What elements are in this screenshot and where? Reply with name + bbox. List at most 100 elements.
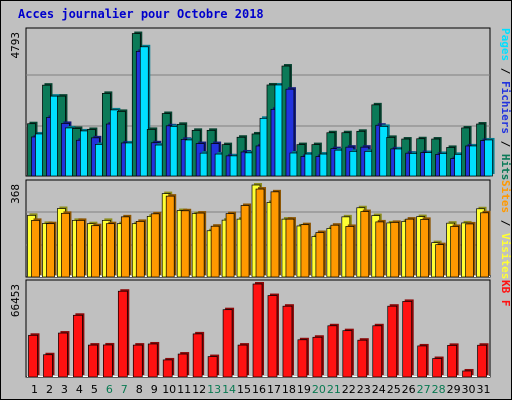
bar-sites-20-face [315,232,325,278]
bar-sites-30 [465,221,476,278]
bar-kb-f-4-face [73,314,83,378]
bar-kb-f-1-face [28,334,38,378]
bar-sites-15-face [240,205,250,278]
bar-kb-f-14 [222,307,235,378]
x-tick-label-21: 21 [327,383,341,396]
right-legend-kbytes: KB F [499,280,512,307]
bar-kb-f-31 [477,343,489,378]
bar-kb-f-12-face [192,333,203,378]
x-tick-label-29: 29 [447,383,461,396]
bar-sites-20 [315,230,326,278]
bar-sites-26-face [405,218,415,278]
bar-kb-f-2-face [43,354,53,378]
bar-pages-8 [139,44,151,177]
bar-kb-f-9 [147,341,160,378]
bar-sites-11 [180,208,192,278]
bar-kb-f-21-face [327,325,338,378]
bar-sites-19 [300,222,311,278]
bar-kb-f-30-face [462,370,472,378]
bar-kb-f-25 [387,304,399,378]
x-tick-label-25: 25 [387,383,401,396]
x-tick-label-28: 28 [432,383,446,396]
x-tick-label-30: 30 [462,383,476,396]
legend-separator: / [499,213,512,233]
bar-sites-17 [270,189,281,278]
bar-sites-21-face [330,224,340,278]
bar-sites-27 [420,217,431,278]
bar-sites-16-face [255,188,265,278]
x-tick-label-11: 11 [177,383,191,396]
bar-sites-16 [255,187,267,278]
ymax-label: 66453 [9,284,22,317]
bar-sites-7-face [120,216,130,278]
x-tick-label-18: 18 [282,383,296,396]
bar-kb-f-23 [357,338,369,378]
legend-visites: Visites [499,233,512,279]
bar-kb-f-18-face [282,305,293,378]
bar-sites-21 [330,223,341,278]
bar-sites-14 [225,211,237,278]
bar-sites-9-face [150,213,160,278]
x-tick-label-8: 8 [136,383,143,396]
x-tick-label-4: 4 [76,383,83,396]
bar-sites-24-face [375,221,385,278]
bar-sites-13-face [210,225,220,278]
x-tick-label-10: 10 [162,383,176,396]
bar-kb-f-1 [28,333,40,378]
bar-kb-f-22-face [342,330,353,378]
bar-sites-29-face [450,226,459,278]
bar-kb-f-6 [102,342,115,378]
bar-kb-f-4 [73,313,85,378]
bar-kb-f-10-face [162,359,173,378]
x-tick-label-7: 7 [121,383,128,396]
bar-sites-10 [165,194,177,278]
bar-sites-31-face [480,212,489,278]
bar-kb-f-21 [327,323,339,378]
bar-kb-f-19-face [297,339,308,378]
bar-kb-f-13-face [207,356,218,378]
bar-sites-12-face [195,212,205,278]
bar-sites-18 [285,217,296,278]
bar-kb-f-5 [88,343,100,378]
x-tick-label-14: 14 [222,383,236,396]
bar-sites-19-face [300,224,310,278]
bar-kb-f-11-face [177,353,188,378]
bar-sites-26 [405,217,416,278]
bar-kb-f-10 [162,357,175,378]
bar-kb-f-24-face [372,325,383,378]
bar-sites-1 [31,218,42,278]
bar-kb-f-8 [132,343,145,378]
x-tick-label-2: 2 [46,383,53,396]
x-tick-label-16: 16 [252,383,266,396]
x-tick-label-20: 20 [312,383,326,396]
bar-sites-28 [435,242,446,278]
bar-sites-27-face [420,219,430,278]
bar-sites-24 [375,219,386,278]
bar-sites-4-face [76,220,85,278]
bar-sites-3-face [61,212,70,278]
right-legend-visits-sites: Sites / Visites [499,180,512,279]
bar-sites-29 [450,224,461,278]
bar-kb-f-24 [372,323,384,378]
x-tick-label-17: 17 [267,383,281,396]
bar-kb-f-29-face [447,345,457,378]
bar-sites-31 [480,210,491,278]
bar-kb-f-3-face [58,332,68,378]
bar-kb-f-18 [282,304,294,378]
bar-sites-22-face [345,226,355,278]
legend-sites: Sites [499,180,512,213]
bar-sites-5 [91,223,102,278]
bar-sites-10-face [165,195,175,278]
bar-sites-6-face [105,223,115,278]
bar-kb-f-8-face [132,344,143,378]
bar-kb-f-23-face [357,339,368,378]
chart-title: Acces journalier pour Octobre 2018 [18,7,264,21]
bar-sites-11-face [180,210,190,278]
x-tick-label-26: 26 [402,383,416,396]
legend-fichiers: Fichiers [499,81,512,134]
x-tick-label-15: 15 [237,383,251,396]
bar-sites-18-face [285,218,295,278]
x-tick-label-23: 23 [357,383,371,396]
x-tick-label-24: 24 [372,383,386,396]
